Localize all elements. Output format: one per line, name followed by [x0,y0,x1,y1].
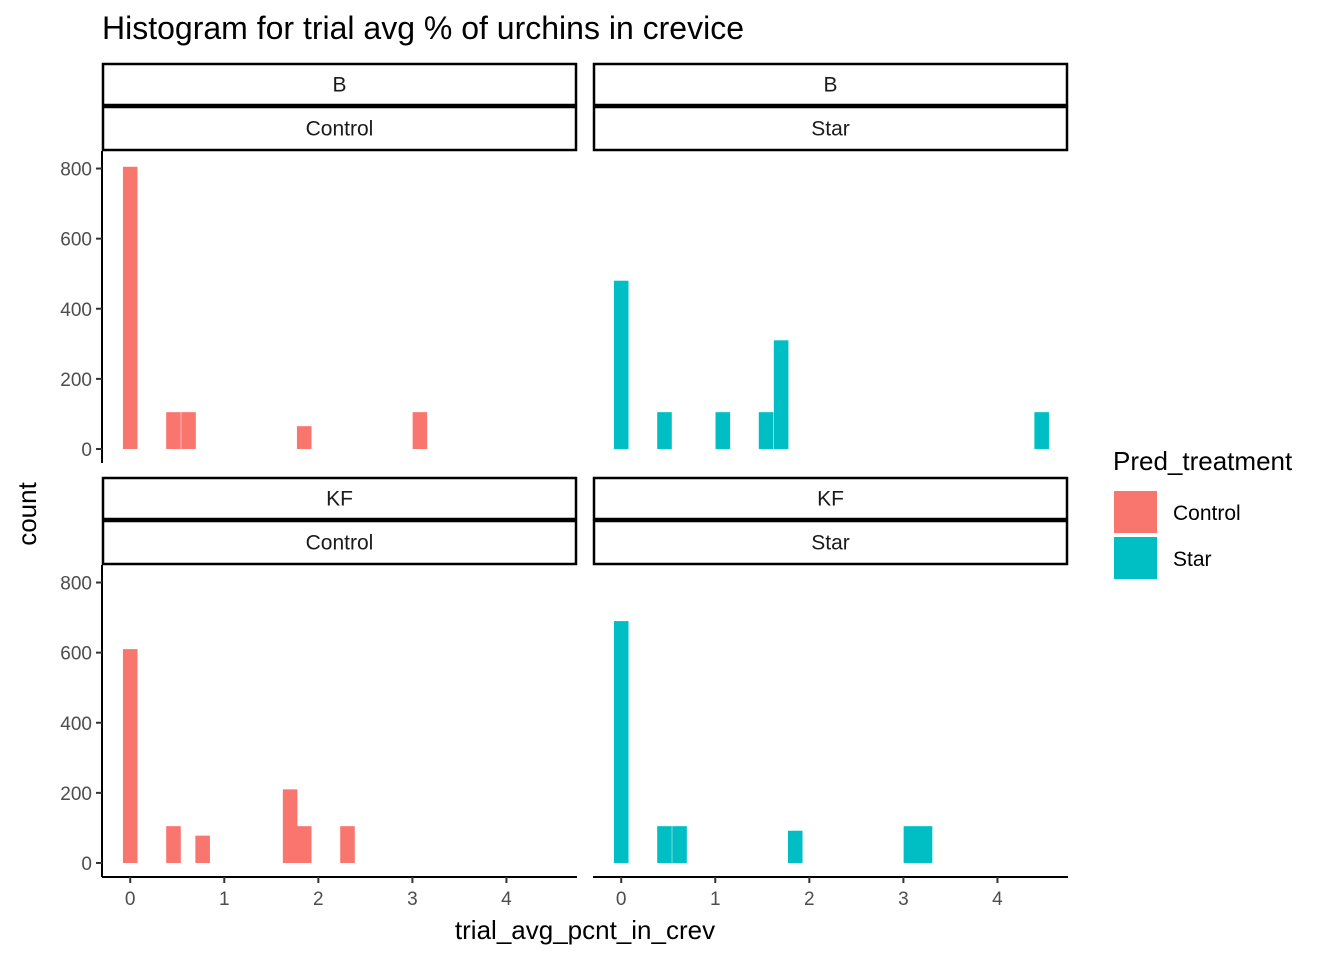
strip-label-treatment: Star [811,532,850,555]
panel-b-control: B Control 0 200 400 600 800 [60,62,578,463]
strip-box-top [592,62,1069,107]
x-tick-label: 2 [804,889,815,910]
histogram-bar [657,826,672,863]
histogram-bar [296,426,312,449]
y-tick-label: 0 [81,854,92,875]
histogram-bar [657,412,672,449]
histogram-bar [181,412,196,449]
panel-kf-star: KF Star 0 1 2 3 4 [592,476,1069,910]
histogram-bar [282,789,298,863]
histogram-bar [166,826,181,863]
strip-label-treatment: Control [306,118,374,141]
histogram-bar [773,340,789,449]
y-tick-label: 200 [60,370,92,391]
x-tick-label: 0 [616,889,627,910]
y-tick-label: 400 [60,714,92,735]
strip-label-site: KF [326,488,353,511]
y-axis-title: count [12,481,42,545]
histogram-bar [613,280,629,449]
strip-box-bottom [592,105,1069,152]
strip-label-site: B [332,74,346,97]
histogram-bar [340,826,355,863]
x-tick-label: 3 [898,889,909,910]
panels-layer: BControl0200400600800BStarKFControl02004… [60,62,1069,910]
histogram-bar [758,412,774,449]
strip-box-top [592,476,1069,521]
histogram-bar [296,826,312,863]
histogram-bar [122,649,138,863]
panel-kf-control: KF Control 0 200 400 600 800 0 1 2 3 4 [60,476,578,910]
legend: Pred_treatment Control Star [1113,446,1293,579]
histogram-bar [715,412,731,449]
y-tick-label: 400 [60,300,92,321]
histogram-bar [195,835,210,863]
x-tick-label: 4 [992,889,1003,910]
x-tick-label: 1 [710,889,721,910]
histogram-bar [787,830,803,863]
histogram-bar [1034,412,1049,449]
chart-title: Histogram for trial avg % of urchins in … [102,10,744,46]
y-tick-label: 0 [81,440,92,461]
histogram-bar [122,166,138,449]
histogram-bar [903,826,919,863]
strip-label-site: KF [817,488,844,511]
y-tick-label: 800 [60,574,92,595]
histogram-bar [917,826,933,863]
y-tick-label: 800 [60,160,92,181]
strip-label-treatment: Control [306,532,374,555]
histogram-bar [412,412,428,449]
legend-swatch-star [1114,537,1157,579]
legend-label-star: Star [1173,548,1212,571]
y-tick-label: 600 [60,230,92,251]
strip-label-treatment: Star [811,118,850,141]
x-tick-label: 1 [219,889,230,910]
y-tick-label: 200 [60,784,92,805]
legend-title: Pred_treatment [1113,446,1293,476]
x-tick-label: 4 [501,889,512,910]
x-tick-label: 3 [407,889,418,910]
histogram-bar [613,621,629,863]
legend-swatch-control [1114,491,1157,533]
x-tick-label: 0 [125,889,136,910]
strip-box-bottom [592,519,1069,566]
x-tick-label: 2 [313,889,324,910]
y-tick-label: 600 [60,644,92,665]
strip-box-top [101,62,578,107]
strip-box-bottom [101,105,578,152]
legend-label-control: Control [1173,502,1241,525]
histogram-bar [166,412,181,449]
histogram-bar [672,826,687,863]
strip-label-site: B [823,74,837,97]
panel-b-star: B Star [592,62,1069,449]
x-axis-title: trial_avg_pcnt_in_crev [455,915,715,945]
